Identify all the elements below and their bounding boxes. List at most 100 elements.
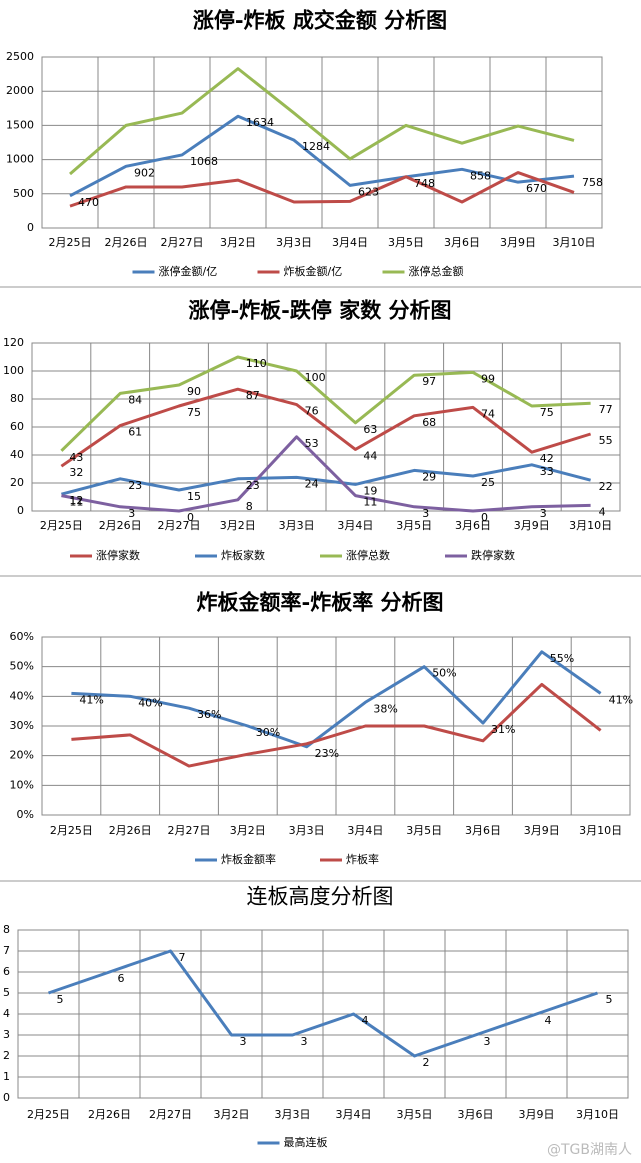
legend-label: 炸板金额率 — [221, 852, 276, 866]
data-label: 63 — [363, 423, 377, 436]
x-tick-label: 3月10日 — [569, 519, 612, 532]
x-tick-label: 3月9日 — [514, 519, 550, 532]
x-tick-label: 3月3日 — [275, 1108, 311, 1121]
x-tick-label: 3月3日 — [289, 824, 325, 837]
x-tick-label: 3月2日 — [230, 824, 266, 837]
x-tick-label: 3月4日 — [337, 519, 373, 532]
data-label: 74 — [481, 407, 495, 420]
x-tick-label: 2月25日 — [27, 1108, 70, 1121]
x-tick-label: 3月4日 — [332, 236, 368, 249]
y-tick-label: 500 — [13, 187, 34, 200]
y-tick-label: 20% — [10, 749, 34, 762]
data-label: 32 — [69, 466, 83, 479]
x-tick-label: 3月10日 — [553, 236, 596, 249]
x-tick-label: 3月9日 — [524, 824, 560, 837]
data-label: 623 — [358, 185, 379, 198]
x-tick-label: 3月4日 — [347, 824, 383, 837]
data-label: 68 — [422, 416, 436, 429]
data-label: 3 — [422, 507, 429, 520]
data-label: 4 — [599, 505, 606, 518]
series-line — [69, 114, 575, 198]
data-label: 7 — [179, 951, 186, 964]
x-tick-label: 3月2日 — [220, 236, 256, 249]
y-tick-label: 3 — [3, 1028, 10, 1041]
data-label: 75 — [540, 406, 554, 419]
y-tick-label: 40 — [10, 448, 24, 461]
x-tick-label: 3月6日 — [458, 1108, 494, 1121]
x-tick-label: 2月26日 — [109, 824, 152, 837]
data-label: 44 — [363, 449, 377, 462]
data-label: 670 — [526, 182, 547, 195]
data-label: 2 — [423, 1056, 430, 1069]
data-label: 23 — [246, 479, 260, 492]
data-label: 3 — [301, 1035, 308, 1048]
y-tick-label: 60 — [10, 420, 24, 433]
watermark: @TGB湖南人 — [547, 1142, 632, 1158]
data-label: 5 — [606, 993, 613, 1006]
y-tick-label: 2000 — [6, 84, 34, 97]
x-tick-label: 3月10日 — [576, 1108, 619, 1121]
legend-label: 跌停家数 — [471, 548, 515, 562]
x-tick-label: 3月5日 — [397, 1108, 433, 1121]
x-tick-label: 3月2日 — [214, 1108, 250, 1121]
data-label: 24 — [305, 477, 319, 490]
data-label: 23 — [128, 479, 142, 492]
data-label: 30% — [256, 726, 280, 739]
series-line — [71, 682, 602, 768]
data-label: 43 — [69, 451, 83, 464]
data-label: 29 — [422, 470, 436, 483]
data-label: 41% — [79, 693, 103, 706]
data-label: 22 — [599, 480, 613, 493]
data-label: 110 — [246, 357, 267, 370]
y-tick-label: 2500 — [6, 50, 34, 63]
legend-label: 炸板率 — [346, 852, 379, 866]
y-tick-label: 1 — [3, 1070, 10, 1083]
legend-label: 最高连板 — [284, 1135, 328, 1149]
y-tick-label: 0 — [27, 221, 34, 234]
legend-label: 炸板金额/亿 — [284, 264, 343, 278]
data-label: 6 — [118, 972, 125, 985]
x-tick-label: 2月27日 — [158, 519, 201, 532]
x-tick-label: 3月2日 — [220, 519, 256, 532]
x-tick-label: 2月27日 — [161, 236, 204, 249]
series-line — [48, 949, 598, 1058]
data-label: 53 — [305, 437, 319, 450]
data-label: 55 — [599, 434, 613, 447]
x-tick-label: 3月3日 — [276, 236, 312, 249]
data-label: 15 — [187, 490, 201, 503]
y-tick-label: 120 — [3, 336, 24, 349]
data-label: 8 — [246, 500, 253, 513]
data-label: 87 — [246, 389, 260, 402]
data-label: 902 — [134, 166, 155, 179]
data-label: 100 — [305, 371, 326, 384]
y-tick-label: 5 — [3, 986, 10, 999]
x-tick-label: 3月6日 — [444, 236, 480, 249]
data-label: 38% — [373, 702, 397, 715]
legend-label: 涨停总金额 — [409, 264, 464, 278]
data-label: 4 — [362, 1014, 369, 1027]
data-label: 0 — [481, 511, 488, 524]
x-tick-label: 3月9日 — [519, 1108, 555, 1121]
y-tick-label: 8 — [3, 923, 10, 936]
data-label: 75 — [187, 406, 201, 419]
series-line — [71, 650, 602, 749]
data-label: 3 — [240, 1035, 247, 1048]
y-tick-label: 0 — [3, 1091, 10, 1104]
data-label: 1284 — [302, 140, 330, 153]
series-line — [60, 355, 591, 452]
y-tick-label: 60% — [10, 630, 34, 643]
y-tick-label: 10% — [10, 778, 34, 791]
x-tick-label: 2月27日 — [168, 824, 211, 837]
data-label: 11 — [69, 496, 83, 509]
data-label: 33 — [540, 465, 554, 478]
y-tick-label: 20 — [10, 476, 24, 489]
series-line — [69, 67, 575, 176]
y-tick-label: 0% — [17, 808, 34, 821]
x-tick-label: 3月5日 — [406, 824, 442, 837]
y-tick-label: 1000 — [6, 153, 34, 166]
x-tick-label: 3月9日 — [500, 236, 536, 249]
y-tick-label: 100 — [3, 364, 24, 377]
chart-title: 涨停-炸板 成交金额 分析图 — [193, 8, 447, 33]
data-label: 3 — [128, 507, 135, 520]
data-label: 11 — [363, 496, 377, 509]
